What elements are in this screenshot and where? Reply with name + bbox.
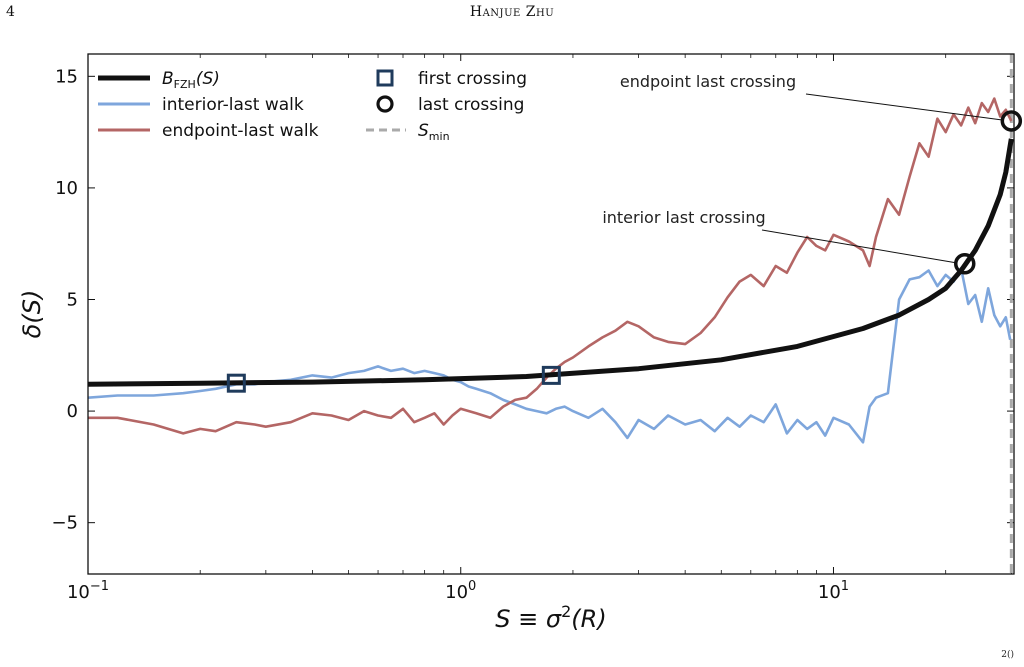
running-head: Hanjue Zhu: [469, 4, 555, 20]
x-tick-base: 10: [67, 582, 90, 603]
last-crossing-marker: [954, 253, 976, 275]
legend-square-marker: [376, 69, 394, 87]
x-label-main: S ≡ σ: [495, 605, 562, 633]
legend-label-endpoint_walk: endpoint-last walk: [162, 121, 319, 141]
x-tick-exponent: 0: [468, 579, 476, 594]
legend-label-subscript: min: [429, 130, 450, 143]
legend-label-text: last crossing: [418, 95, 524, 115]
x-tick-exponent: −1: [90, 579, 109, 594]
legend-label-barrier: BFZH(S): [162, 69, 220, 91]
annotation-label: interior last crossing: [602, 208, 765, 227]
x-tick-base: 10: [445, 582, 468, 603]
legend-label-first_crossing: first crossing: [418, 69, 527, 89]
legend-label-subscript: FZH: [174, 78, 196, 91]
y-tick-label: 15: [55, 66, 78, 87]
x-tick-label: 101: [818, 579, 849, 603]
first-crossing-marker: [226, 373, 246, 393]
y-tick-label: 0: [67, 401, 78, 422]
x-label-tail: (R): [571, 605, 606, 633]
x-tick-label: 10−1: [67, 579, 109, 603]
series-line-endpoint-last-walk: [88, 97, 1013, 435]
plot-area: [88, 54, 1014, 574]
plot-frame: [87, 53, 1015, 575]
legend-label-s_min: Smin: [418, 121, 450, 143]
x-tick-label: 100: [445, 579, 476, 603]
legend-circle-marker: [376, 95, 394, 113]
x-tick-exponent: 1: [841, 579, 849, 594]
legend-label-text: endpoint-last walk: [162, 121, 319, 141]
annotation-leader-line: [805, 93, 1003, 121]
y-tick-label: 5: [67, 289, 78, 310]
annotation-leader-line: [761, 229, 956, 264]
legend-label-suffix: (S): [196, 69, 220, 89]
x-axis-label: S ≡ σ2(R): [495, 602, 606, 633]
x-label-exponent: 2: [561, 602, 571, 621]
legend-label-text: first crossing: [418, 69, 527, 89]
legend-label-interior_walk: interior-last walk: [162, 95, 304, 115]
y-tick-label: −5: [51, 513, 78, 534]
series-line-interior-last-walk: [88, 266, 1012, 444]
annotation-label: endpoint last crossing: [620, 72, 796, 91]
last-crossing-marker: [1000, 110, 1023, 132]
footer-mark: 2(): [1001, 650, 1014, 660]
first-crossing-marker: [541, 365, 561, 385]
legend-label-text: interior-last walk: [162, 95, 304, 115]
legend: [98, 69, 406, 132]
legend-label-last_crossing: last crossing: [418, 95, 524, 115]
page-number: 4: [6, 4, 15, 20]
legend-label-main: S: [418, 121, 429, 141]
y-tick-label: 10: [55, 178, 78, 199]
y-axis-label: δ(S): [18, 290, 46, 339]
barrier-line: [88, 138, 1014, 387]
legend-label-main: B: [162, 69, 174, 89]
x-tick-base: 10: [818, 582, 841, 603]
x-minor-ticks: [199, 54, 1012, 574]
